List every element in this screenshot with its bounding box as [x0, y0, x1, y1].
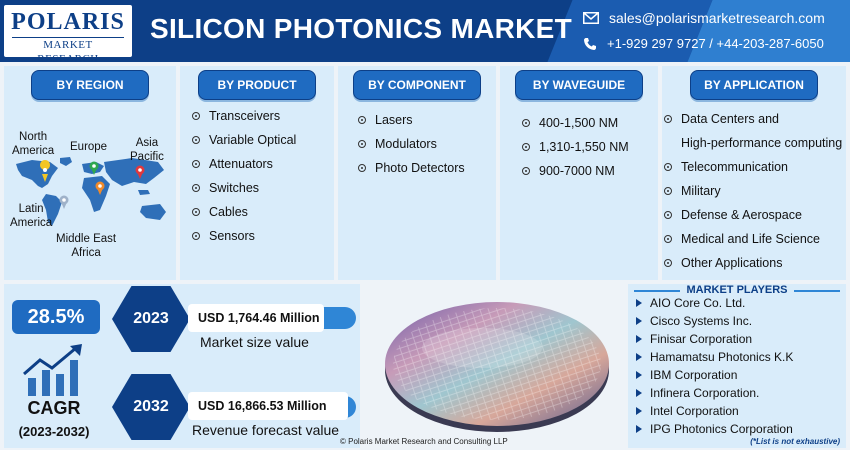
market-size-value: USD 1,764.46 Million	[188, 304, 324, 332]
circle-bullet-icon	[358, 164, 366, 172]
circle-bullet-icon	[192, 232, 200, 240]
envelope-icon	[583, 12, 599, 24]
map-pin-europe	[89, 161, 99, 175]
circle-bullet-icon	[522, 167, 530, 175]
map-label-asia-pacific: Asia Pacific	[130, 137, 164, 163]
logo-sub-text: MARKET RESEARCH	[12, 37, 124, 62]
list-item: 400-1,500 NM	[522, 111, 629, 135]
list-item: Intel Corporation	[636, 402, 793, 420]
list-item: Finisar Corporation	[636, 330, 793, 348]
map-pin-asia-pacific	[135, 165, 145, 179]
map-pin-north-america	[40, 160, 51, 182]
circle-bullet-icon	[192, 184, 200, 192]
list-item: High-performance computing	[681, 136, 843, 150]
forecast-caption: Revenue forecast value	[192, 422, 340, 438]
logo-main-text: POLARIS	[11, 9, 125, 35]
list-item: Military	[664, 179, 842, 203]
copyright-credit: © Polaris Market Research and Consulting…	[340, 437, 508, 446]
header-banner: POLARIS MARKET RESEARCH SILICON PHOTONIC…	[0, 0, 850, 62]
list-item: Telecommunication	[664, 155, 842, 179]
page-title: SILICON PHOTONICS MARKET	[150, 13, 573, 44]
component-header-pill: BY COMPONENT	[353, 70, 481, 100]
cagr-value: 28.5%	[12, 300, 100, 334]
circle-bullet-icon	[664, 211, 672, 219]
year-hexagon-2032: 2032	[112, 374, 190, 440]
region-header-pill: BY REGION	[31, 70, 149, 100]
map-pin-middle-east-africa	[95, 181, 105, 195]
circle-bullet-icon	[664, 259, 672, 267]
waveguide-header-pill: BY WAVEGUIDE	[515, 70, 643, 100]
list-item: Lasers	[358, 108, 465, 132]
circle-bullet-icon	[522, 119, 530, 127]
list-item: IPG Photonics Corporation	[636, 420, 793, 438]
list-item: Attenuators	[192, 152, 296, 176]
cagr-period: (2023-2032)	[18, 424, 90, 439]
list-item: Transceivers	[192, 104, 296, 128]
world-map-icon	[16, 157, 166, 226]
silicon-wafer-image	[385, 302, 609, 432]
list-item: Cables	[192, 200, 296, 224]
list-item: AIO Core Co. Ltd.	[636, 294, 793, 312]
list-item: Modulators	[358, 132, 465, 156]
list-item: Switches	[192, 176, 296, 200]
list-item: Variable Optical	[192, 128, 296, 152]
list-item: Medical and Life Science	[664, 227, 842, 251]
circle-bullet-icon	[192, 160, 200, 168]
product-panel: BY PRODUCT Transceivers Variable Optical…	[180, 66, 334, 280]
list-item: Defense & Aerospace	[664, 203, 842, 227]
application-header-pill: BY APPLICATION	[690, 70, 818, 100]
players-note: (*List is not exhaustive)	[750, 437, 840, 446]
product-list: Transceivers Variable Optical Attenuator…	[192, 104, 296, 248]
map-label-europe: Europe	[70, 141, 108, 153]
waveguide-list: 400-1,500 NM 1,310-1,550 NM 900-7000 NM	[522, 111, 629, 183]
contact-phone[interactable]: +1-929 297 9727 / +44-203-287-6050	[583, 36, 824, 51]
map-pin-latin-america	[59, 195, 69, 209]
circle-bullet-icon	[192, 112, 200, 120]
list-item: 1,310-1,550 NM	[522, 135, 629, 159]
list-item: Infinera Corporation.	[636, 384, 793, 402]
circle-bullet-icon	[664, 235, 672, 243]
application-list: Data Centers and High-performance comput…	[664, 107, 842, 275]
polaris-logo: POLARIS MARKET RESEARCH	[4, 5, 132, 62]
list-item: Data Centers and	[664, 107, 842, 131]
list-item: Cisco Systems Inc.	[636, 312, 793, 330]
circle-bullet-icon	[192, 208, 200, 216]
phone-icon	[584, 37, 596, 50]
circle-bullet-icon	[664, 163, 672, 171]
list-item: 900-7000 NM	[522, 159, 629, 183]
cagr-label: CAGR	[27, 398, 81, 418]
growth-chart-icon	[23, 344, 82, 396]
map-label-latin-america: Latin America	[10, 203, 53, 229]
region-panel: BY REGION	[4, 66, 176, 280]
product-header-pill: BY PRODUCT	[198, 70, 316, 100]
list-item: Other Applications	[664, 251, 842, 275]
list-item: Hamamatsu Photonics K.K	[636, 348, 793, 366]
component-panel: BY COMPONENT Lasers Modulators Photo Det…	[338, 66, 496, 280]
players-list: AIO Core Co. Ltd. Cisco Systems Inc. Fin…	[636, 294, 793, 438]
market-players-panel: MARKET PLAYERS AIO Core Co. Ltd. Cisco S…	[628, 284, 846, 448]
year-hexagon-2023: 2023	[112, 286, 190, 352]
circle-bullet-icon	[664, 115, 672, 123]
circle-bullet-icon	[522, 143, 530, 151]
list-item: IBM Corporation	[636, 366, 793, 384]
application-panel: BY APPLICATION Data Centers and High-per…	[662, 66, 846, 280]
map-label-middle-east-africa: Middle East Africa	[56, 233, 117, 259]
circle-bullet-icon	[358, 116, 366, 124]
component-list: Lasers Modulators Photo Detectors	[358, 108, 465, 180]
market-size-caption: Market size value	[200, 334, 309, 350]
email-text: sales@polarismarketresearch.com	[609, 10, 825, 26]
market-stats-panel: 28.5% CAGR (2023-2032) 2023 USD 1,764.46…	[4, 284, 360, 448]
forecast-value: USD 16,866.53 Million	[188, 392, 348, 420]
contact-email[interactable]: sales@polarismarketresearch.com	[583, 10, 825, 26]
list-item: Sensors	[192, 224, 296, 248]
list-item: Photo Detectors	[358, 156, 465, 180]
phone-text: +1-929 297 9727 / +44-203-287-6050	[607, 36, 824, 51]
players-title: MARKET PLAYERS	[628, 284, 846, 296]
circle-bullet-icon	[192, 136, 200, 144]
circle-bullet-icon	[358, 140, 366, 148]
map-label-north-america: North America	[12, 131, 55, 157]
waveguide-panel: BY WAVEGUIDE 400-1,500 NM 1,310-1,550 NM…	[500, 66, 658, 280]
circle-bullet-icon	[664, 187, 672, 195]
